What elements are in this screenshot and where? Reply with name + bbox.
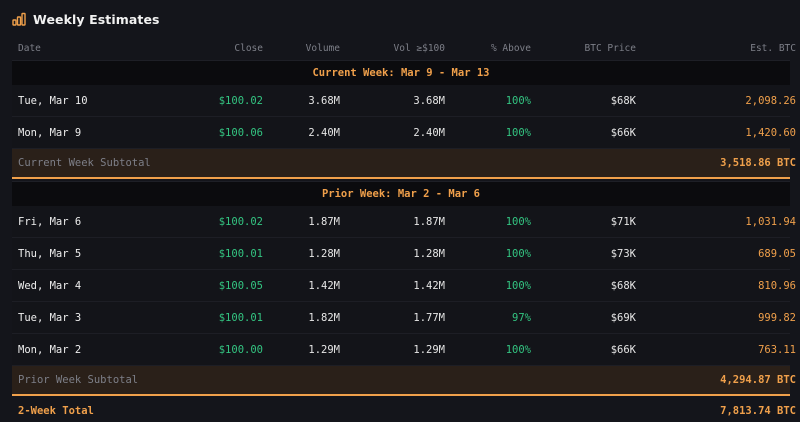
cell-date: Thu, Mar 5 [18,247,82,260]
cell-est-btc: 2,098.26 [745,94,796,107]
table-row[interactable]: Mon, Mar 2 $100.00 1.29M 1.29M 100% $66K… [12,334,796,366]
column-header-date[interactable]: Date [18,42,41,54]
cell-volume: 1.87M [308,215,340,228]
table-row[interactable]: Mon, Mar 9 $100.06 2.40M 2.40M 100% $66K… [12,117,796,149]
column-header-btc-price[interactable]: BTC Price [584,42,636,54]
cell-btc-price: $68K [610,94,636,107]
bar-chart-icon [12,12,26,26]
column-header-volume[interactable]: Volume [305,42,340,54]
cell-volume: 1.28M [308,247,340,260]
subtotal-label: Current Week Subtotal [18,157,151,169]
cell-date: Fri, Mar 6 [18,215,82,228]
cell-btc-price: $73K [610,247,636,260]
cell-pct-above: 100% [505,126,531,139]
cell-btc-price: $68K [610,279,636,292]
cell-volume: 1.29M [308,343,340,356]
column-header-est-btc[interactable]: Est. BTC [750,42,796,54]
grand-total-label: 2-Week Total [18,405,94,417]
cell-btc-price: $66K [610,126,636,139]
cell-vol-above: 3.68M [413,94,445,107]
weekly-estimates-table: Date Close Volume Vol ≥$100 % Above BTC … [12,38,796,422]
cell-pct-above: 100% [505,247,531,260]
cell-date: Tue, Mar 3 [18,311,82,324]
cell-close: $100.00 [218,343,263,356]
cell-pct-above: 100% [505,94,531,107]
cell-close: $100.02 [218,94,263,107]
cell-est-btc: 1,420.60 [745,126,796,139]
week-group-header: Current Week: Mar 9 - Mar 13 [12,60,790,85]
cell-volume: 3.68M [308,94,340,107]
column-header-vol-above[interactable]: Vol ≥$100 [393,42,445,54]
cell-vol-above: 1.87M [413,215,445,228]
cell-btc-price: $69K [610,311,636,324]
cell-btc-price: $66K [610,343,636,356]
cell-pct-above: 97% [512,311,531,324]
cell-date: Wed, Mar 4 [18,279,82,292]
cell-vol-above: 1.42M [413,279,445,292]
cell-close: $100.05 [218,279,263,292]
table-row[interactable]: Tue, Mar 3 $100.01 1.82M 1.77M 97% $69K … [12,302,796,334]
cell-close: $100.06 [218,126,263,139]
panel-header: Weekly Estimates [12,10,160,28]
cell-pct-above: 100% [505,215,531,228]
table-row[interactable]: Wed, Mar 4 $100.05 1.42M 1.42M 100% $68K… [12,270,796,302]
panel-title: Weekly Estimates [33,11,160,27]
subtotal-value: 3,518.86 BTC [720,157,796,169]
table-row[interactable]: Tue, Mar 10 $100.02 3.68M 3.68M 100% $68… [12,85,796,117]
subtotal-row: Prior Week Subtotal 4,294.87 BTC [12,366,796,396]
cell-est-btc: 810.96 [758,279,796,292]
cell-close: $100.01 [218,311,263,324]
cell-vol-above: 1.29M [413,343,445,356]
cell-date: Mon, Mar 2 [18,343,82,356]
cell-est-btc: 763.11 [758,343,796,356]
table-row[interactable]: Thu, Mar 5 $100.01 1.28M 1.28M 100% $73K… [12,238,796,270]
cell-volume: 1.82M [308,311,340,324]
cell-est-btc: 1,031.94 [745,215,796,228]
cell-est-btc: 999.82 [758,311,796,324]
week-group-header: Prior Week: Mar 2 - Mar 6 [12,181,790,206]
table-row[interactable]: Fri, Mar 6 $100.02 1.87M 1.87M 100% $71K… [12,206,796,238]
cell-volume: 1.42M [308,279,340,292]
subtotal-label: Prior Week Subtotal [18,374,139,386]
cell-close: $100.01 [218,247,263,260]
subtotal-value: 4,294.87 BTC [720,374,796,386]
cell-pct-above: 100% [505,343,531,356]
cell-vol-above: 2.40M [413,126,445,139]
cell-pct-above: 100% [505,279,531,292]
cell-est-btc: 689.05 [758,247,796,260]
grand-total-value: 7,813.74 BTC [720,405,796,417]
subtotal-row: Current Week Subtotal 3,518.86 BTC [12,149,796,179]
cell-volume: 2.40M [308,126,340,139]
grand-total-row: 2-Week Total 7,813.74 BTC [12,396,796,422]
cell-vol-above: 1.28M [413,247,445,260]
column-header-pct-above[interactable]: % Above [490,42,531,54]
cell-date: Mon, Mar 9 [18,126,82,139]
cell-close: $100.02 [218,215,263,228]
cell-btc-price: $71K [610,215,636,228]
column-header-close[interactable]: Close [234,42,263,54]
cell-date: Tue, Mar 10 [18,94,88,107]
column-header-row: Date Close Volume Vol ≥$100 % Above BTC … [12,38,796,58]
cell-vol-above: 1.77M [413,311,445,324]
